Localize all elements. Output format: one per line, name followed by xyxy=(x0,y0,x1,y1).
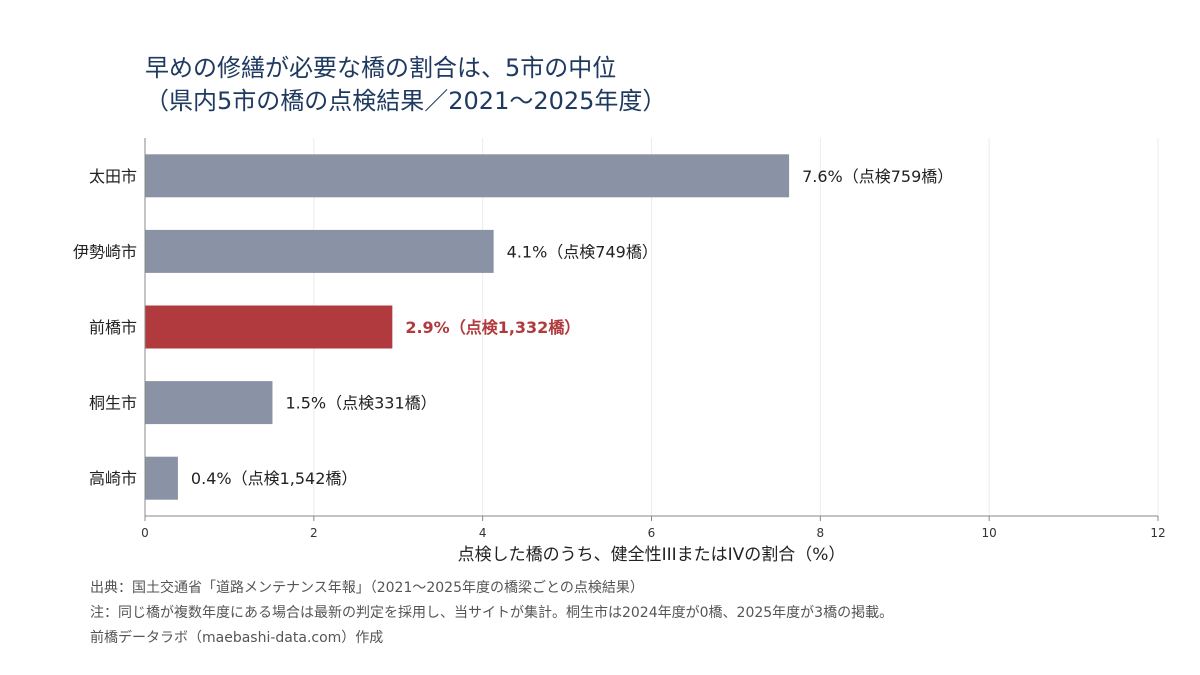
x-tick-label: 6 xyxy=(648,526,656,540)
category-label: 前橋市 xyxy=(89,318,137,337)
category-label: 高崎市 xyxy=(89,469,137,488)
x-axis-title: 点検した橋のうち、健全性IIIまたはIVの割合（%） xyxy=(458,545,846,565)
footer: 出典：国土交通省「道路メンテナンス年報」（2021〜2025年度の橋梁ごとの点検… xyxy=(90,576,893,651)
bar xyxy=(145,381,273,425)
bar xyxy=(145,305,393,349)
x-tick-label: 4 xyxy=(479,526,487,540)
x-tick-label: 2 xyxy=(310,526,318,540)
category-label: 桐生市 xyxy=(89,394,137,413)
bar xyxy=(145,229,494,273)
chart-title: 早めの修繕が必要な橋の割合は、5市の中位 （県内5市の橋の点検結果／2021〜2… xyxy=(145,54,667,115)
category-label: 太田市 xyxy=(89,167,137,186)
method-note: 注：同じ橋が複数年度にある場合は最新の判定を採用し、当サイトが集計。桐生市は20… xyxy=(90,605,894,621)
bar xyxy=(145,154,790,198)
credit-note: 前橋データラボ（maebashi-data.com）作成 xyxy=(90,630,384,646)
data-label: 7.6%（点検759橋） xyxy=(802,167,953,186)
category-label: 伊勢崎市 xyxy=(73,242,137,261)
data-label: 1.5%（点検331橋） xyxy=(285,394,436,413)
x-tick-label: 0 xyxy=(141,526,149,540)
source-note: 出典：国土交通省「道路メンテナンス年報」（2021〜2025年度の橋梁ごとの点検… xyxy=(90,580,644,596)
x-tick-label: 10 xyxy=(982,526,997,540)
data-label: 0.4%（点検1,542橋） xyxy=(191,469,357,488)
bar xyxy=(145,456,178,500)
x-tick-label: 12 xyxy=(1150,526,1165,540)
x-tick-label: 8 xyxy=(817,526,825,540)
data-label: 4.1%（点検749橋） xyxy=(507,242,658,261)
data-label: 2.9%（点検1,332橋） xyxy=(405,318,580,337)
